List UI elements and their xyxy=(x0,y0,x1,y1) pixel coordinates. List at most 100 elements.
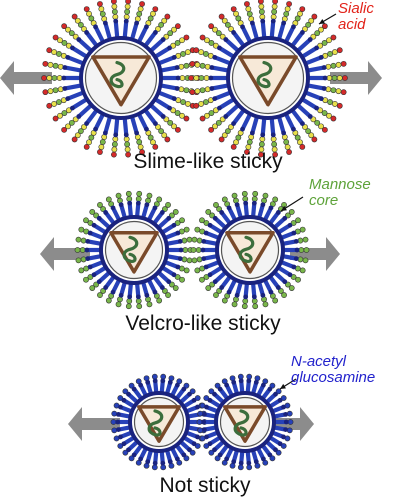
spike-cap xyxy=(318,96,324,102)
spike-cap xyxy=(115,419,121,425)
spike-cap xyxy=(178,247,184,253)
spike-cap xyxy=(212,447,217,453)
label-sialic-acid-line2: acid xyxy=(338,16,366,33)
glycan-bead xyxy=(97,202,103,208)
spike-cap xyxy=(153,121,158,127)
glycan-bead xyxy=(284,6,291,12)
glycan-bead xyxy=(258,8,265,15)
glycan-bead xyxy=(65,123,71,130)
spike-cap xyxy=(260,132,266,138)
glycan-bead xyxy=(208,110,215,116)
label-n-acetyl-glucosamine: N-acetyl glucosamine xyxy=(291,354,375,386)
glycan-bead xyxy=(332,101,338,107)
spike-cap xyxy=(118,202,124,208)
glycan-bead xyxy=(183,62,190,69)
spike-cap xyxy=(160,460,166,466)
glycan-bead xyxy=(221,132,228,139)
glycan-bead xyxy=(46,102,53,109)
glycan-bead xyxy=(174,40,181,46)
spike-cap xyxy=(103,285,109,290)
glycan-bead xyxy=(299,143,306,150)
glycan-bead xyxy=(218,13,225,20)
glycan-bead xyxy=(203,99,209,105)
spike-cap xyxy=(201,256,207,262)
spike-cap xyxy=(253,379,259,385)
spike-cap xyxy=(131,452,137,458)
glycan-bead xyxy=(294,134,301,141)
glycan-bead xyxy=(74,132,81,139)
spike-cap xyxy=(282,215,288,221)
spike-cap xyxy=(181,386,187,392)
glycan-bead xyxy=(189,89,196,96)
glycan-bead xyxy=(205,209,212,215)
glycan-bead xyxy=(194,395,201,401)
spike-cap xyxy=(212,96,218,102)
glycan-bead xyxy=(336,75,343,81)
glycan-bead xyxy=(330,62,337,69)
spike-cap xyxy=(201,412,207,417)
glycan-bead xyxy=(125,0,132,5)
spike-cap xyxy=(207,441,213,447)
glycan-bead xyxy=(178,86,185,93)
glycan-bead xyxy=(340,60,347,67)
spike-cap xyxy=(171,54,177,60)
glycan-bead xyxy=(203,51,209,57)
glycan-bead xyxy=(171,123,177,130)
spike-cap xyxy=(260,18,266,24)
spike-cap xyxy=(291,24,296,30)
glycan-bead xyxy=(262,192,269,199)
glycan-bead xyxy=(271,141,278,148)
spike-cap xyxy=(212,54,218,60)
spike-cap xyxy=(224,456,229,462)
spike-cap xyxy=(113,132,119,138)
glycan-bead xyxy=(89,209,96,215)
virion-glcnac-right xyxy=(196,373,294,471)
spike-cap xyxy=(121,441,127,447)
spike-cap xyxy=(300,29,305,35)
genome xyxy=(238,235,255,263)
spike-cap xyxy=(203,230,209,236)
glycan-bead xyxy=(299,267,306,274)
spike-cap xyxy=(234,292,240,298)
spike-cap xyxy=(217,452,223,458)
glycan-bead xyxy=(156,297,163,304)
glycan-bead xyxy=(98,6,105,12)
glycan-bead xyxy=(193,47,200,54)
glycan-bead xyxy=(150,139,156,146)
glycan-bead xyxy=(258,3,265,10)
glycan-bead xyxy=(302,236,309,243)
spike-cap xyxy=(84,247,90,253)
glycan-bead xyxy=(208,40,215,46)
spike-cap xyxy=(127,294,133,300)
glycan-bead xyxy=(124,141,131,148)
spike-cap xyxy=(110,289,116,295)
spike-cap xyxy=(93,126,98,132)
spike-cap xyxy=(126,391,131,397)
glycan-bead xyxy=(299,226,306,233)
spike-cap xyxy=(96,279,102,285)
genome xyxy=(233,409,250,437)
glycan-bead xyxy=(170,107,177,114)
spike-cap xyxy=(243,200,249,206)
glycan-bead xyxy=(321,23,328,30)
glycan-bead xyxy=(244,1,250,7)
glycan-bead xyxy=(174,23,181,30)
spike-cap xyxy=(283,419,289,425)
glycan-bead xyxy=(88,134,95,141)
spike-cap xyxy=(144,202,150,208)
glycan-bead xyxy=(115,301,122,308)
spike-cap xyxy=(231,121,236,127)
spike-cap xyxy=(174,86,180,91)
glycan-bead xyxy=(321,40,328,46)
glycan-bead xyxy=(205,285,212,291)
spike-cap xyxy=(187,391,192,397)
spike-cap xyxy=(138,382,143,388)
glycan-bead xyxy=(294,15,301,22)
glycan-bead xyxy=(42,89,49,96)
glycan-bead xyxy=(203,220,210,226)
glycan-bead xyxy=(231,301,238,308)
glycan-bead xyxy=(258,141,265,148)
glycan-bead xyxy=(335,61,342,68)
glycan-bead xyxy=(65,107,72,114)
spike-cap xyxy=(126,447,131,453)
